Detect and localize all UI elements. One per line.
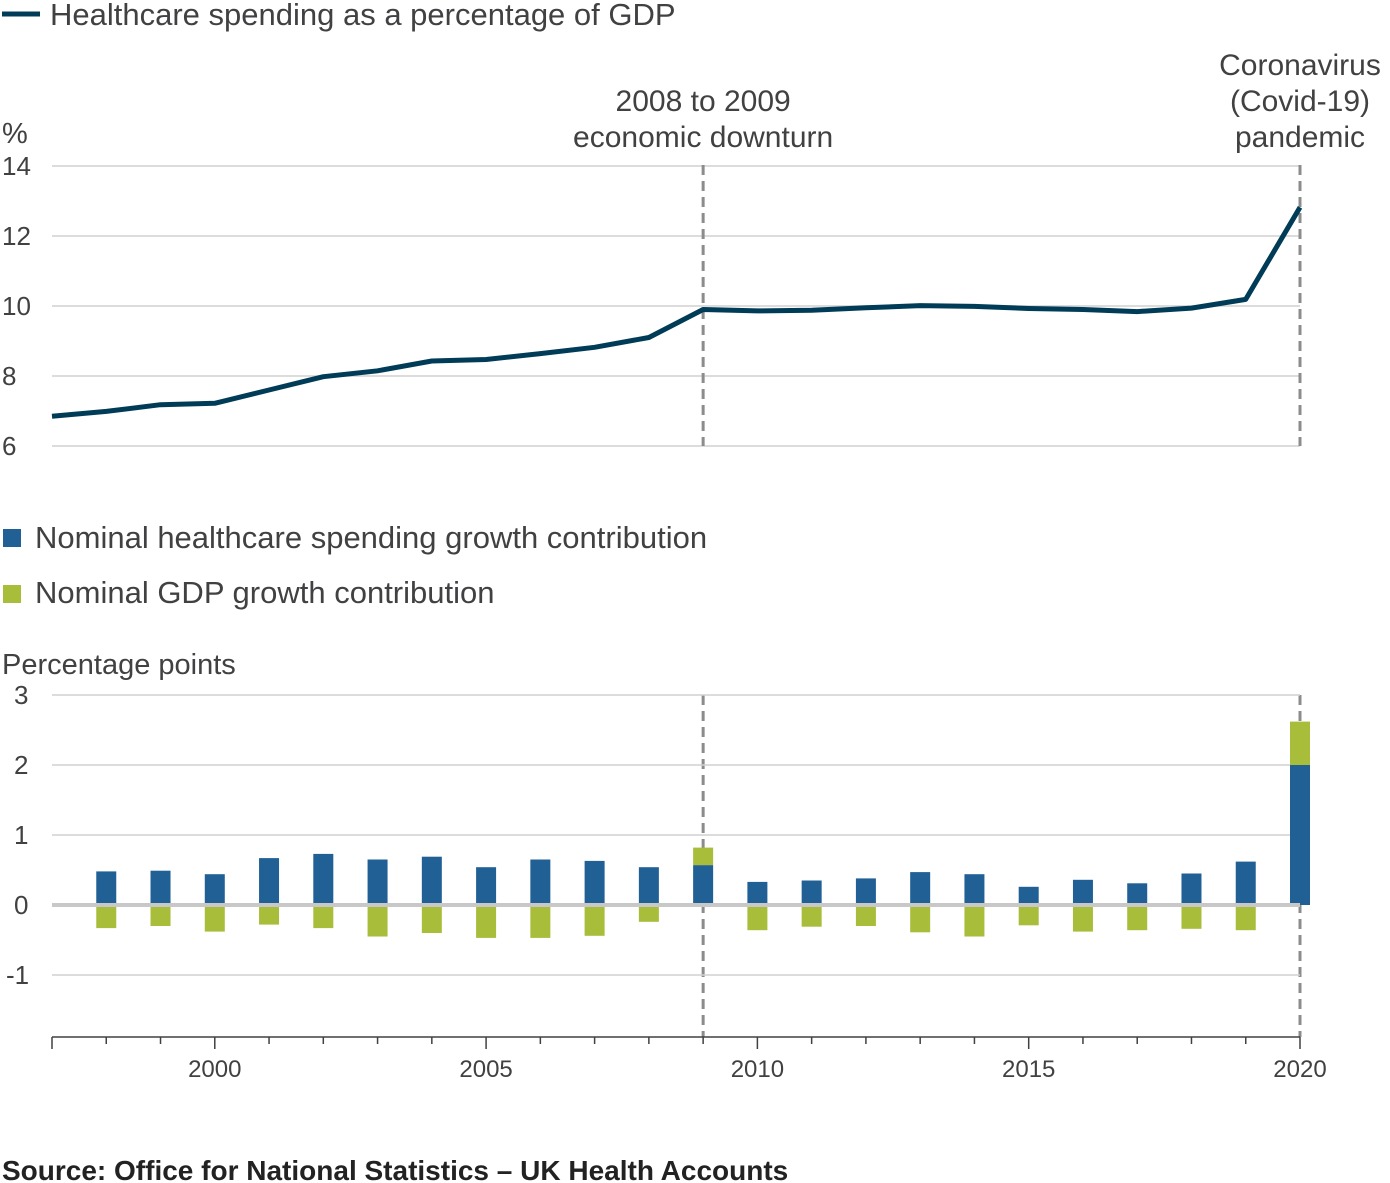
line-legend-label: Healthcare spending as a percentage of G… — [50, 0, 676, 32]
bar-healthcare-2015 — [1018, 886, 1039, 905]
bar-gdp-2001 — [259, 905, 280, 925]
annotation-1-line-2: pandemic — [1235, 121, 1365, 154]
line-y-tick-6: 6 — [2, 431, 16, 461]
bar-legend-swatch-gdp — [3, 585, 21, 603]
bar-healthcare-2019 — [1235, 861, 1256, 905]
line-y-tick-14: 14 — [2, 151, 31, 181]
bar-healthcare-2001 — [259, 858, 280, 905]
bar-gdp-2003 — [367, 905, 388, 937]
bar-gdp-2017 — [1127, 905, 1148, 931]
x-tick-label-2005: 2005 — [459, 1056, 512, 1083]
bar-gdp-2009 — [693, 847, 714, 866]
bar-healthcare-2005 — [476, 867, 497, 905]
bar-gdp-1998 — [96, 905, 117, 929]
bar-healthcare-2007 — [584, 860, 605, 905]
bar-healthcare-2008 — [638, 867, 659, 905]
bar-healthcare-2012 — [855, 878, 876, 905]
bar-healthcare-2002 — [313, 853, 334, 905]
bar-legend-label-gdp: Nominal GDP growth contribution — [35, 575, 494, 610]
annotation-0-line-0: 2008 to 2009 — [616, 85, 791, 118]
x-axis: 2000 2005 2010 2015 2020 — [51, 1036, 1327, 1083]
bar-y-tick-0: 0 — [14, 890, 28, 920]
bar-gdp-2016 — [1072, 905, 1093, 932]
bar-series — [96, 721, 1310, 938]
bar-healthcare-2003 — [367, 859, 388, 905]
bar-healthcare-2009 — [693, 865, 714, 905]
bar-gdp-2010 — [747, 905, 768, 931]
bar-legend-swatch-healthcare — [3, 529, 21, 547]
line-legend: Healthcare spending as a percentage of G… — [2, 0, 676, 32]
bar-y-tick-labels: -1 0 1 2 3 — [6, 680, 29, 990]
bar-gdp-2020 — [1290, 721, 1310, 765]
x-tick-label-2015: 2015 — [1002, 1056, 1055, 1083]
line-points — [51, 207, 1301, 417]
bar-gdp-2012 — [855, 905, 876, 926]
x-tick-label-2000: 2000 — [188, 1056, 241, 1083]
bar-gdp-2000 — [204, 905, 225, 932]
bar-legend-label-healthcare: Nominal healthcare spending growth contr… — [35, 520, 707, 555]
source-note: Source: Office for National Statistics –… — [2, 1155, 788, 1183]
bar-gdp-2014 — [964, 905, 985, 937]
annotation-1-line-0: Coronavirus — [1219, 49, 1381, 82]
bar-healthcare-2013 — [910, 872, 931, 905]
bar-y-axis-title: Percentage points — [2, 649, 236, 681]
line-y-tick-labels: 6 8 10 12 14 — [2, 151, 31, 461]
bar-gdp-2013 — [910, 905, 931, 933]
bar-y-tick--1: -1 — [6, 960, 29, 990]
line-y-tick-12: 12 — [2, 221, 31, 251]
line-y-tick-10: 10 — [2, 291, 31, 321]
annotation-0-line-1: economic downturn — [573, 121, 833, 154]
bar-healthcare-2006 — [530, 859, 551, 905]
line-y-tick-8: 8 — [2, 361, 16, 391]
bar-gdp-1999 — [150, 905, 171, 926]
line-y-axis-title: % — [2, 118, 28, 150]
bar-gdp-2008 — [638, 905, 659, 922]
x-tick-label-2020: 2020 — [1273, 1056, 1326, 1083]
bar-healthcare-2017 — [1127, 883, 1148, 905]
bar-y-tick-3: 3 — [14, 680, 28, 710]
bar-y-tick-1: 1 — [14, 820, 28, 850]
annotation-1-line-1: (Covid-19) — [1230, 85, 1370, 118]
bar-gdp-2006 — [530, 905, 551, 938]
line-gridlines — [52, 165, 1300, 447]
bar-gdp-2018 — [1181, 905, 1202, 929]
bar-gdp-2019 — [1235, 905, 1256, 931]
bar-gdp-2002 — [313, 905, 334, 929]
bar-healthcare-2016 — [1072, 879, 1093, 905]
bar-gdp-2007 — [584, 905, 605, 936]
bar-healthcare-2000 — [204, 874, 225, 905]
bar-healthcare-2004 — [421, 856, 442, 905]
bar-healthcare-2010 — [747, 881, 768, 905]
line-series-healthcare-spending — [51, 206, 1303, 419]
bar-gdp-2005 — [476, 905, 497, 938]
bar-healthcare-2014 — [964, 874, 985, 905]
bar-healthcare-2020 — [1290, 765, 1310, 905]
bar-healthcare-1999 — [150, 870, 171, 905]
bar-gdp-2004 — [421, 905, 442, 933]
bar-healthcare-2011 — [801, 880, 822, 905]
bar-y-tick-2: 2 — [14, 750, 28, 780]
x-tick-label-2010: 2010 — [731, 1056, 784, 1083]
bar-gdp-2011 — [801, 905, 822, 927]
bar-legend: Nominal healthcare spending growth contr… — [3, 520, 707, 610]
bar-gridlines — [52, 694, 1300, 976]
bar-healthcare-1998 — [96, 871, 117, 905]
bar-gdp-2015 — [1018, 905, 1039, 926]
bar-healthcare-2018 — [1181, 873, 1202, 905]
